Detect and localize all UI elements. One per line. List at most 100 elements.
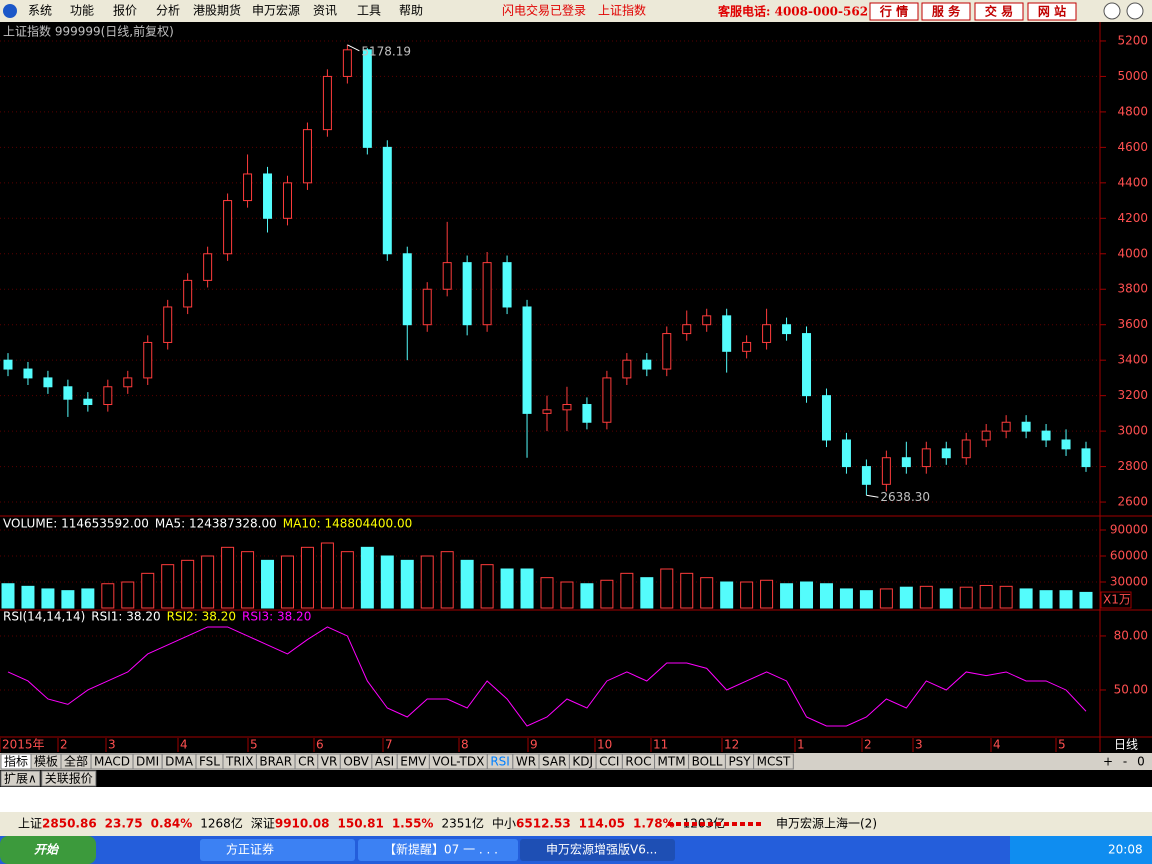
- volume-bar: [41, 588, 55, 609]
- unit-label: X1万: [1103, 593, 1131, 607]
- volume-bar: [700, 577, 714, 609]
- volume-bar: [400, 559, 414, 609]
- ticker-item: 6512.53: [516, 817, 571, 831]
- candle-body: [203, 253, 213, 281]
- menu-item: 功能: [70, 4, 94, 18]
- ticker-item: 2351亿: [441, 816, 484, 831]
- candle-body: [482, 262, 492, 326]
- volume-bar: [201, 555, 215, 609]
- volume-bar: [1079, 591, 1093, 609]
- top-button[interactable]: [921, 2, 971, 21]
- x-tick-label: 6: [316, 738, 324, 752]
- taskbar-window[interactable]: [520, 839, 675, 861]
- candle-body: [682, 324, 692, 335]
- candle-body: [542, 409, 552, 414]
- bottom-tab-label: 扩展∧: [4, 772, 37, 786]
- annotation-line: [866, 494, 879, 498]
- app-icon: [3, 4, 17, 18]
- top-button[interactable]: [869, 2, 919, 21]
- indicator-tab-label: BRAR: [259, 755, 292, 769]
- candle-body: [263, 173, 273, 219]
- start-button[interactable]: [0, 836, 96, 864]
- volume-bar: [720, 581, 734, 609]
- taskbar-window-label: 【新提醒】07 一 . . .: [384, 842, 498, 857]
- top-button-label: 交 易: [985, 4, 1013, 19]
- ticker-dash: [700, 822, 705, 826]
- indicator-tab-label: KDJ: [572, 755, 593, 769]
- taskbar-window[interactable]: [358, 839, 518, 861]
- y-tick-label: 3000: [1117, 424, 1148, 438]
- x-tick-label: 10: [597, 738, 612, 752]
- bottom-tab[interactable]: [0, 770, 41, 787]
- ticker-item: 23.75: [105, 817, 143, 831]
- bottom-tab[interactable]: [41, 770, 97, 787]
- tab-control: 0: [1137, 755, 1145, 769]
- indicator-tab-label: FSL: [199, 755, 220, 769]
- volume-bar: [320, 542, 334, 609]
- candle-body: [422, 288, 432, 326]
- minimize-button[interactable]: [1103, 2, 1121, 20]
- close-button[interactable]: [1126, 2, 1144, 20]
- volume-bar: [819, 583, 833, 609]
- top-button[interactable]: [974, 2, 1024, 21]
- candle-body: [103, 386, 113, 406]
- x-tick-label: 7: [385, 738, 393, 752]
- top-button[interactable]: [1027, 2, 1077, 21]
- x-tick-label: 5: [1058, 738, 1066, 752]
- ticker-item: 2850.86: [42, 817, 97, 831]
- candle-body: [1041, 430, 1051, 441]
- candle-body: [722, 315, 732, 352]
- candle-body: [961, 439, 971, 459]
- panel-header: VOLUME: 114653592.00: [3, 517, 149, 531]
- candle-body: [861, 466, 871, 485]
- candle-body: [223, 200, 233, 255]
- indicator-tab[interactable]: [753, 753, 794, 770]
- menu-item: 资讯: [313, 4, 337, 18]
- volume-bar: [81, 588, 95, 609]
- volume-bar: [740, 581, 754, 609]
- ticker-item: 1268亿: [200, 816, 243, 831]
- candle-body: [123, 377, 133, 388]
- indicator-tab-label: SAR: [542, 755, 566, 769]
- indicator-tab-label: CR: [298, 755, 315, 769]
- menu-item: 帮助: [399, 4, 423, 18]
- volume-bar: [959, 586, 973, 609]
- taskbar-window[interactable]: [200, 839, 355, 861]
- panel-header: RSI3: 38.20: [242, 610, 311, 624]
- volume-bar: [979, 584, 993, 609]
- y-tick-label: 4000: [1117, 246, 1148, 260]
- volume-bar: [480, 564, 494, 609]
- ticker-bar: [0, 812, 1152, 836]
- indicator-tab-label: ASI: [375, 755, 394, 769]
- top-button-label: 行 情: [879, 4, 908, 19]
- candle-body: [1021, 421, 1031, 432]
- volume-bar: [221, 546, 235, 609]
- ticker-dash: [732, 822, 737, 826]
- volume-bar: [540, 577, 554, 609]
- candle-body: [183, 279, 193, 308]
- indicator-tab-label: RSI: [490, 755, 510, 769]
- candle-body: [582, 404, 592, 423]
- candle-body: [382, 146, 392, 255]
- volume-bar: [620, 572, 634, 609]
- y-tick-label: 90000: [1110, 523, 1148, 537]
- indicator-tab-label: 指标: [4, 754, 28, 769]
- candle-body: [462, 262, 472, 326]
- chart-title: 上证指数 999999(日线,前复权): [3, 24, 174, 39]
- start-label: 开始: [34, 843, 60, 857]
- candle-body: [1081, 448, 1091, 468]
- candle-body: [163, 306, 173, 343]
- status-text: 上证指数: [598, 3, 646, 18]
- tab-control: +: [1103, 755, 1113, 769]
- panel-header: RSI2: 38.20: [167, 610, 236, 624]
- volume-bar: [520, 568, 534, 609]
- candle-body: [782, 324, 792, 335]
- ticker-dash: [724, 822, 729, 826]
- candle-body: [841, 439, 851, 468]
- panel-header: RSI1: 38.20: [91, 610, 160, 624]
- indicator-tab-label: 模板: [34, 755, 58, 769]
- y-tick-label: 4200: [1117, 211, 1148, 225]
- indicator-tab-label: MTM: [658, 755, 686, 769]
